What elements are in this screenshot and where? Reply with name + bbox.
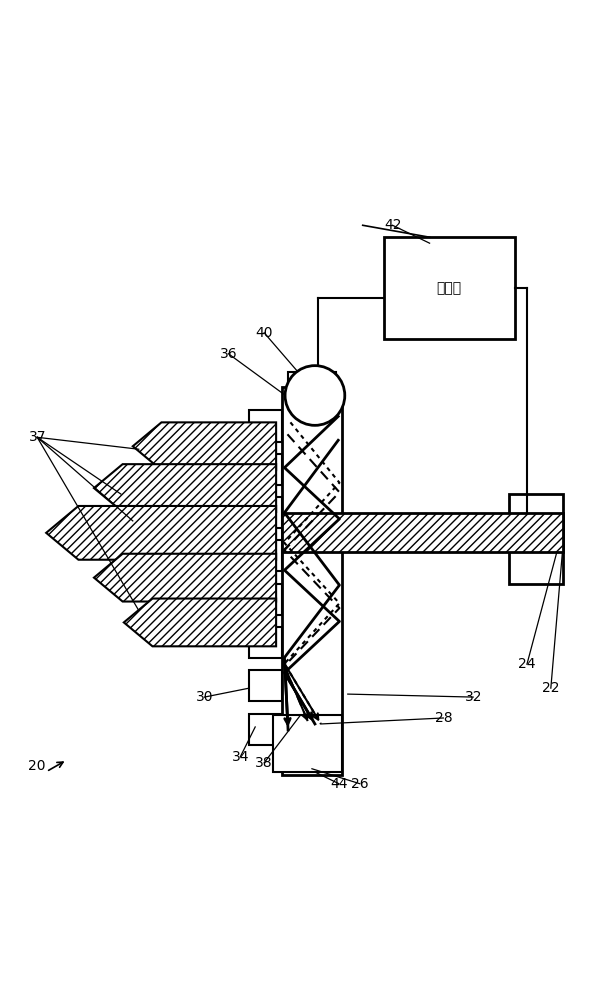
Text: 36: 36 (220, 347, 237, 361)
Text: 34: 34 (232, 750, 249, 764)
Bar (249, 584, 282, 615)
Polygon shape (133, 422, 276, 470)
Bar (249, 714, 282, 745)
Text: 24: 24 (518, 657, 536, 671)
Bar (509, 494, 563, 584)
Text: 44: 44 (330, 777, 347, 791)
Bar (249, 627, 282, 658)
Text: 30: 30 (196, 690, 213, 704)
Circle shape (285, 366, 345, 425)
Bar (288, 372, 336, 395)
Text: 控制器: 控制器 (437, 281, 462, 295)
Text: 22: 22 (542, 681, 560, 695)
Text: 26: 26 (351, 777, 368, 791)
Bar (249, 454, 282, 485)
Bar (249, 410, 282, 442)
Text: 20: 20 (28, 759, 46, 773)
Text: 42: 42 (384, 218, 401, 232)
Text: 28: 28 (434, 711, 452, 725)
Polygon shape (94, 554, 276, 602)
Text: 32: 32 (464, 690, 482, 704)
Polygon shape (46, 506, 276, 560)
Bar (249, 540, 282, 571)
Polygon shape (124, 599, 276, 646)
Bar (273, 715, 342, 772)
Bar (282, 387, 342, 775)
Bar (282, 513, 563, 552)
Bar (249, 497, 282, 528)
Bar (249, 670, 282, 701)
Bar (383, 237, 515, 339)
Polygon shape (94, 464, 276, 512)
Text: 40: 40 (256, 326, 273, 340)
Text: 38: 38 (256, 756, 273, 770)
Text: 37: 37 (28, 430, 46, 444)
